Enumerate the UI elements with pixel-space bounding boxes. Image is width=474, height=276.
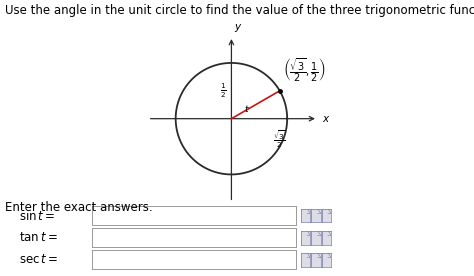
Text: $\sec t=$: $\sec t=$ bbox=[19, 253, 58, 266]
Text: Enter the exact answers.: Enter the exact answers. bbox=[5, 201, 152, 214]
Text: $\tan t=$: $\tan t=$ bbox=[19, 231, 58, 244]
Text: $x$: $x$ bbox=[322, 114, 330, 124]
Text: $y$: $y$ bbox=[234, 22, 243, 34]
Text: $\left(\dfrac{\sqrt{3}}{2},\dfrac{1}{2}\right)$: $\left(\dfrac{\sqrt{3}}{2},\dfrac{1}{2}\… bbox=[283, 57, 325, 84]
Text: $\sin t=$: $\sin t=$ bbox=[19, 209, 55, 222]
Text: Use the angle in the unit circle to find the value of the three trigonometric fu: Use the angle in the unit circle to find… bbox=[5, 4, 474, 17]
Text: $\frac{1}{2}$: $\frac{1}{2}$ bbox=[220, 82, 227, 100]
Text: $t$: $t$ bbox=[244, 103, 249, 114]
Text: $\frac{\sqrt{3}}{2}$: $\frac{\sqrt{3}}{2}$ bbox=[273, 129, 286, 150]
